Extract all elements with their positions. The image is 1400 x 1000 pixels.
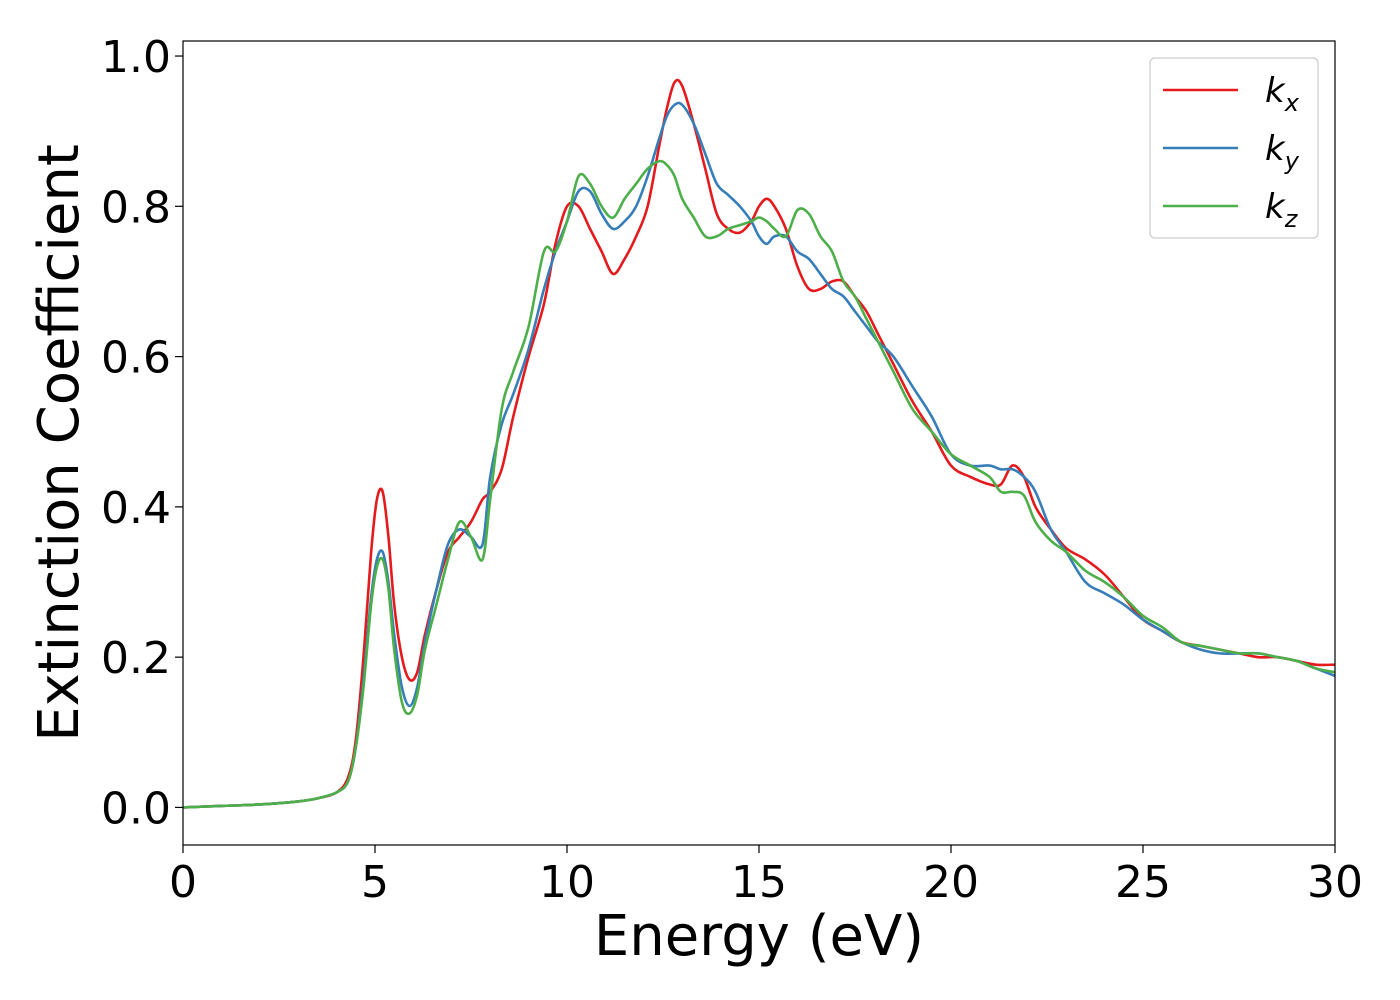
legend-label-subscript: z bbox=[1284, 205, 1299, 233]
x-axis-title: Energy (eV) bbox=[594, 904, 924, 969]
y-tick-label: 0.0 bbox=[101, 783, 171, 834]
legend-label: ky bbox=[1265, 129, 1300, 175]
x-axis: 0 5 10 15 20 25 30 bbox=[169, 845, 1363, 908]
y-axis: 0.0 0.2 0.4 0.6 0.8 1.0 bbox=[101, 32, 183, 834]
x-tick-label: 5 bbox=[361, 857, 389, 908]
x-tick-label: 25 bbox=[1115, 857, 1171, 908]
legend-label-subscript: y bbox=[1284, 147, 1300, 175]
x-tick-label: 30 bbox=[1307, 857, 1363, 908]
x-tick-label: 10 bbox=[539, 857, 595, 908]
y-axis-title: Extinction Coefficient bbox=[27, 144, 92, 742]
series-layer bbox=[183, 78, 1335, 809]
x-tick-label: 15 bbox=[731, 857, 787, 908]
legend-label-main: k bbox=[1265, 129, 1286, 169]
legend-label-main: k bbox=[1265, 71, 1286, 111]
x-tick-label: 0 bbox=[169, 857, 197, 908]
y-tick-label: 0.6 bbox=[101, 333, 171, 384]
y-tick-label: 0.4 bbox=[101, 483, 171, 534]
x-tick-label: 20 bbox=[923, 857, 979, 908]
y-tick-label: 0.8 bbox=[101, 182, 171, 233]
legend-label: kx bbox=[1265, 71, 1300, 117]
series-line-k-x bbox=[183, 78, 1335, 809]
series-line-k-z bbox=[183, 159, 1335, 809]
legend-label-subscript: x bbox=[1284, 89, 1300, 117]
y-tick-label: 0.2 bbox=[101, 633, 171, 684]
y-tick-label: 1.0 bbox=[101, 32, 171, 83]
legend-label-main: k bbox=[1265, 187, 1286, 227]
legend-label: kz bbox=[1265, 187, 1299, 233]
